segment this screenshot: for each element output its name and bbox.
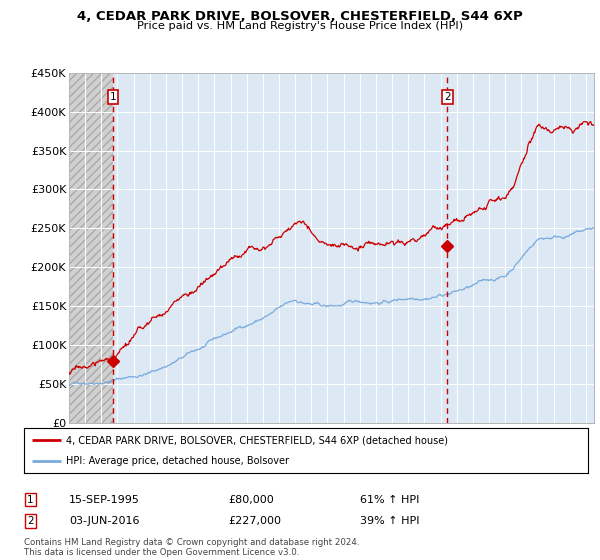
- Bar: [69, 73, 113, 423]
- Text: Contains HM Land Registry data © Crown copyright and database right 2024.
This d: Contains HM Land Registry data © Crown c…: [24, 538, 359, 557]
- Text: £227,000: £227,000: [228, 516, 281, 526]
- Text: £80,000: £80,000: [228, 494, 274, 505]
- Text: 15-SEP-1995: 15-SEP-1995: [69, 494, 140, 505]
- Text: 03-JUN-2016: 03-JUN-2016: [69, 516, 139, 526]
- Text: 61% ↑ HPI: 61% ↑ HPI: [360, 494, 419, 505]
- Text: 4, CEDAR PARK DRIVE, BOLSOVER, CHESTERFIELD, S44 6XP: 4, CEDAR PARK DRIVE, BOLSOVER, CHESTERFI…: [77, 10, 523, 23]
- Text: 2: 2: [27, 516, 34, 526]
- Text: HPI: Average price, detached house, Bolsover: HPI: Average price, detached house, Bols…: [66, 456, 289, 466]
- Text: 1: 1: [109, 92, 116, 102]
- Text: 4, CEDAR PARK DRIVE, BOLSOVER, CHESTERFIELD, S44 6XP (detached house): 4, CEDAR PARK DRIVE, BOLSOVER, CHESTERFI…: [66, 436, 448, 446]
- Text: Price paid vs. HM Land Registry's House Price Index (HPI): Price paid vs. HM Land Registry's House …: [137, 21, 463, 31]
- Text: 1: 1: [27, 494, 34, 505]
- Text: 39% ↑ HPI: 39% ↑ HPI: [360, 516, 419, 526]
- Text: 2: 2: [444, 92, 451, 102]
